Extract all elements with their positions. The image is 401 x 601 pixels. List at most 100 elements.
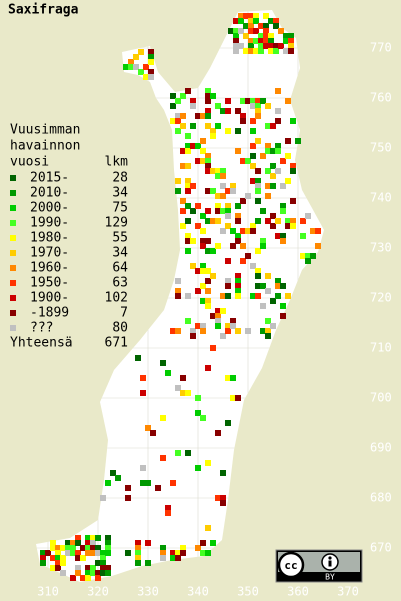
grid-square	[255, 198, 261, 204]
grid-square	[305, 258, 311, 264]
grid-square	[185, 133, 191, 139]
grid-square	[180, 148, 186, 154]
grid-square	[85, 575, 91, 581]
grid-square	[70, 550, 76, 556]
grid-square	[175, 555, 181, 561]
grid-square	[100, 495, 106, 501]
grid-square	[280, 303, 286, 309]
grid-square	[248, 43, 254, 49]
grid-square	[55, 550, 61, 556]
legend-swatch	[10, 220, 16, 226]
grid-square	[255, 113, 261, 119]
legend-count: 102	[105, 291, 128, 306]
grid-square	[200, 415, 206, 421]
northing-label: 740	[370, 191, 392, 205]
grid-square	[260, 283, 266, 289]
grid-square	[280, 158, 286, 164]
grid-square	[210, 128, 216, 134]
grid-square	[180, 550, 186, 556]
grid-square	[180, 545, 186, 551]
grid-square	[220, 183, 226, 189]
grid-square	[175, 278, 181, 284]
grid-square	[205, 268, 211, 274]
grid-square	[65, 545, 71, 551]
grid-square	[175, 188, 181, 194]
grid-square	[175, 113, 181, 119]
grid-square	[270, 183, 276, 189]
grid-square	[233, 28, 239, 34]
grid-square	[170, 118, 176, 124]
grid-square	[205, 278, 211, 284]
grid-square	[180, 93, 186, 99]
grid-square	[275, 143, 281, 149]
grid-square	[200, 228, 206, 234]
grid-square	[180, 223, 186, 229]
grid-square	[263, 13, 269, 19]
grid-square	[210, 218, 216, 224]
grid-square	[205, 188, 211, 194]
grid-square	[278, 43, 284, 49]
grid-square	[315, 228, 321, 234]
grid-square	[243, 48, 249, 54]
grid-square	[145, 560, 151, 566]
legend-swatch	[10, 190, 16, 196]
grid-square	[135, 550, 141, 556]
grid-square	[235, 293, 241, 299]
grid-square	[253, 13, 259, 19]
legend-swatch	[10, 280, 16, 286]
grid-square	[243, 23, 249, 29]
grid-square	[260, 238, 266, 244]
grid-square	[190, 98, 196, 104]
grid-square	[285, 178, 291, 184]
grid-square	[238, 28, 244, 34]
grid-square	[280, 313, 286, 319]
grid-square	[255, 138, 261, 144]
northing-label: 680	[370, 491, 392, 505]
grid-square	[180, 390, 186, 396]
grid-square	[290, 198, 296, 204]
grid-square	[85, 540, 91, 546]
grid-square	[200, 243, 206, 249]
grid-square	[245, 253, 251, 259]
northing-label: 710	[370, 341, 392, 355]
grid-square	[175, 328, 181, 334]
grid-square	[225, 293, 231, 299]
grid-square	[230, 395, 236, 401]
legend-heading: Vuusimman	[10, 123, 80, 138]
grid-square	[255, 168, 261, 174]
grid-square	[125, 495, 131, 501]
grid-square	[280, 183, 286, 189]
grid-square	[220, 193, 226, 199]
cc-logo: cc	[284, 559, 297, 572]
grid-square	[175, 128, 181, 134]
grid-square	[60, 560, 66, 566]
grid-square	[185, 178, 191, 184]
grid-square	[260, 303, 266, 309]
grid-square	[105, 570, 111, 576]
grid-square	[240, 258, 246, 264]
grid-square	[235, 128, 241, 134]
grid-square	[245, 328, 251, 334]
grid-square	[238, 18, 244, 24]
grid-square	[55, 565, 61, 571]
grid-square	[185, 203, 191, 209]
grid-square	[248, 48, 254, 54]
grid-square	[290, 168, 296, 174]
grid-square	[275, 218, 281, 224]
grid-square	[175, 293, 181, 299]
grid-square	[235, 213, 241, 219]
grid-square	[145, 540, 151, 546]
grid-square	[285, 153, 291, 159]
grid-square	[250, 263, 256, 269]
grid-square	[75, 540, 81, 546]
grid-square	[235, 233, 241, 239]
grid-square	[60, 570, 66, 576]
grid-square	[263, 28, 269, 34]
legend-label: ???	[30, 321, 53, 336]
grid-square	[265, 333, 271, 339]
grid-square	[315, 243, 321, 249]
grid-square	[128, 59, 134, 65]
grid-square	[180, 198, 186, 204]
grid-square	[290, 118, 296, 124]
grid-square	[185, 318, 191, 324]
